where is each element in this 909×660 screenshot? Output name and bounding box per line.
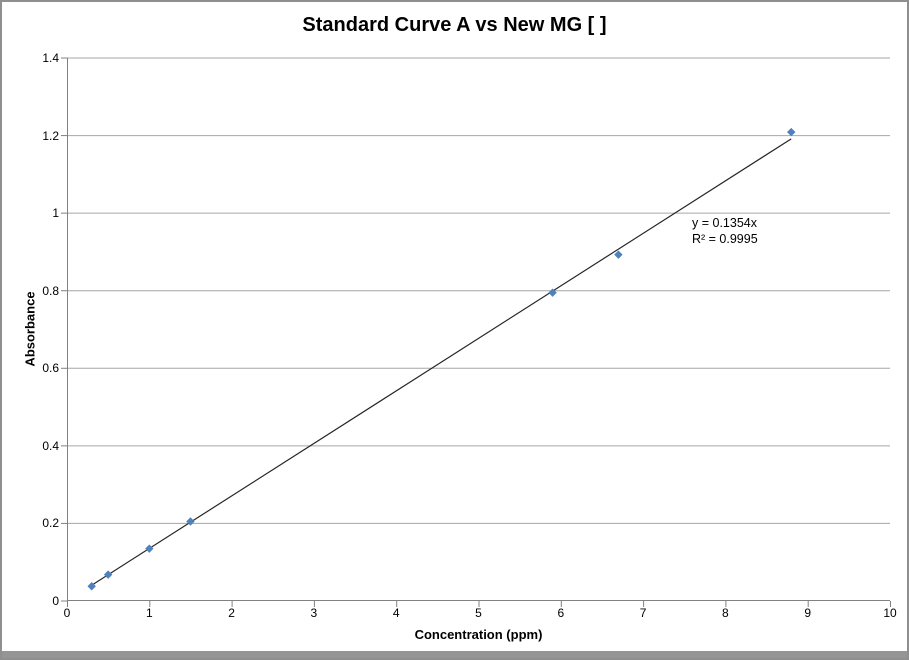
data-point-marker <box>87 582 96 591</box>
x-tick-label: 6 <box>557 606 565 620</box>
plot-area: y = 0.1354x R² = 0.9995 <box>61 57 891 607</box>
y-tick-label: 1 <box>52 206 59 221</box>
x-tick-label: 4 <box>392 606 400 620</box>
chart-title: Standard Curve A vs New MG [ ] <box>302 14 607 36</box>
data-point-marker <box>103 570 113 579</box>
y-tick-label: 0.6 <box>42 361 59 376</box>
y-tick-label: 1.2 <box>42 128 59 143</box>
y-tick-label: 1.4 <box>42 51 59 65</box>
trendline <box>91 138 792 586</box>
x-tick-label: 2 <box>228 606 235 620</box>
x-axis-title: Concentration (ppm) <box>414 627 543 642</box>
y-tick-label: 0.4 <box>42 438 59 453</box>
data-point-marker <box>145 544 154 553</box>
y-tick-label: 0.2 <box>42 516 59 531</box>
x-tick-label: 5 <box>475 606 482 620</box>
window-edge-bar <box>2 651 907 658</box>
y-tick-label: 0 <box>52 594 59 608</box>
trendline-r-squared: R² = 0.9995 <box>692 232 758 246</box>
data-point-marker <box>186 517 195 526</box>
x-tick-label: 7 <box>639 606 647 620</box>
trendline-annotation: y = 0.1354x R² = 0.9995 <box>692 215 758 247</box>
x-tick-label: 9 <box>804 606 812 620</box>
data-point-marker <box>614 250 623 259</box>
x-tick-label: 0 <box>63 606 71 620</box>
x-tick-label: 8 <box>722 606 729 620</box>
trendline-equation: y = 0.1354x <box>692 216 757 230</box>
plot-canvas <box>61 57 891 607</box>
data-point-marker <box>787 127 796 137</box>
y-tick-label: 0.8 <box>42 283 59 298</box>
x-tick-label: 1 <box>145 606 153 620</box>
y-axis-title: Absorbance <box>22 291 38 367</box>
x-tick-label: 10 <box>883 606 897 620</box>
x-tick-label: 3 <box>310 606 318 620</box>
